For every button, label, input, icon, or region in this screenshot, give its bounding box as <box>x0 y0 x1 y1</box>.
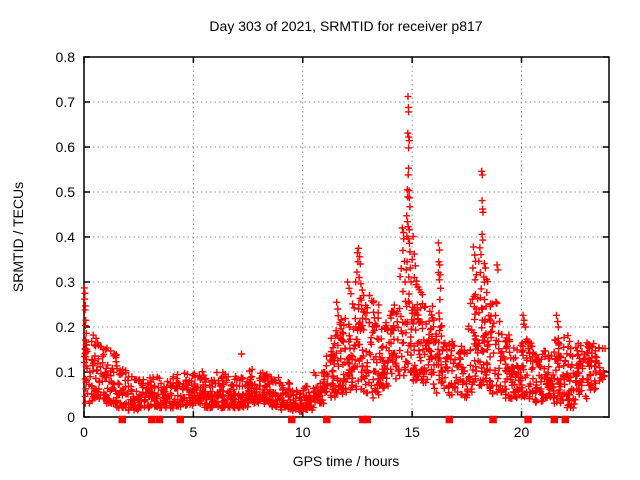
svg-text:0.2: 0.2 <box>56 319 76 335</box>
svg-text:5: 5 <box>189 424 197 440</box>
scatter-points <box>80 93 609 416</box>
svg-text:20: 20 <box>514 424 530 440</box>
plot-border <box>83 56 610 418</box>
svg-text:0.6: 0.6 <box>56 139 76 155</box>
y-axis-title: SRMTID / TECUs <box>10 182 26 292</box>
svg-text:0: 0 <box>80 424 88 440</box>
y-tick-labels: 0 0.1 0.2 0.3 0.4 0.5 0.6 0.7 0.8 <box>56 49 76 425</box>
svg-text:0.8: 0.8 <box>56 49 76 65</box>
svg-text:0.1: 0.1 <box>56 364 76 380</box>
baseline-markers <box>118 415 569 424</box>
x-tick-labels: 0 5 10 15 20 <box>80 424 529 440</box>
svg-text:0.4: 0.4 <box>56 229 76 245</box>
svg-text:0.5: 0.5 <box>56 184 76 200</box>
svg-text:10: 10 <box>295 424 311 440</box>
svg-text:0: 0 <box>67 409 75 425</box>
svg-text:0.3: 0.3 <box>56 274 76 290</box>
chart-title: Day 303 of 2021, SRMTID for receiver p81… <box>209 18 482 34</box>
svg-text:0.7: 0.7 <box>56 94 76 110</box>
x-axis-title: GPS time / hours <box>293 453 400 469</box>
svg-text:15: 15 <box>404 424 420 440</box>
